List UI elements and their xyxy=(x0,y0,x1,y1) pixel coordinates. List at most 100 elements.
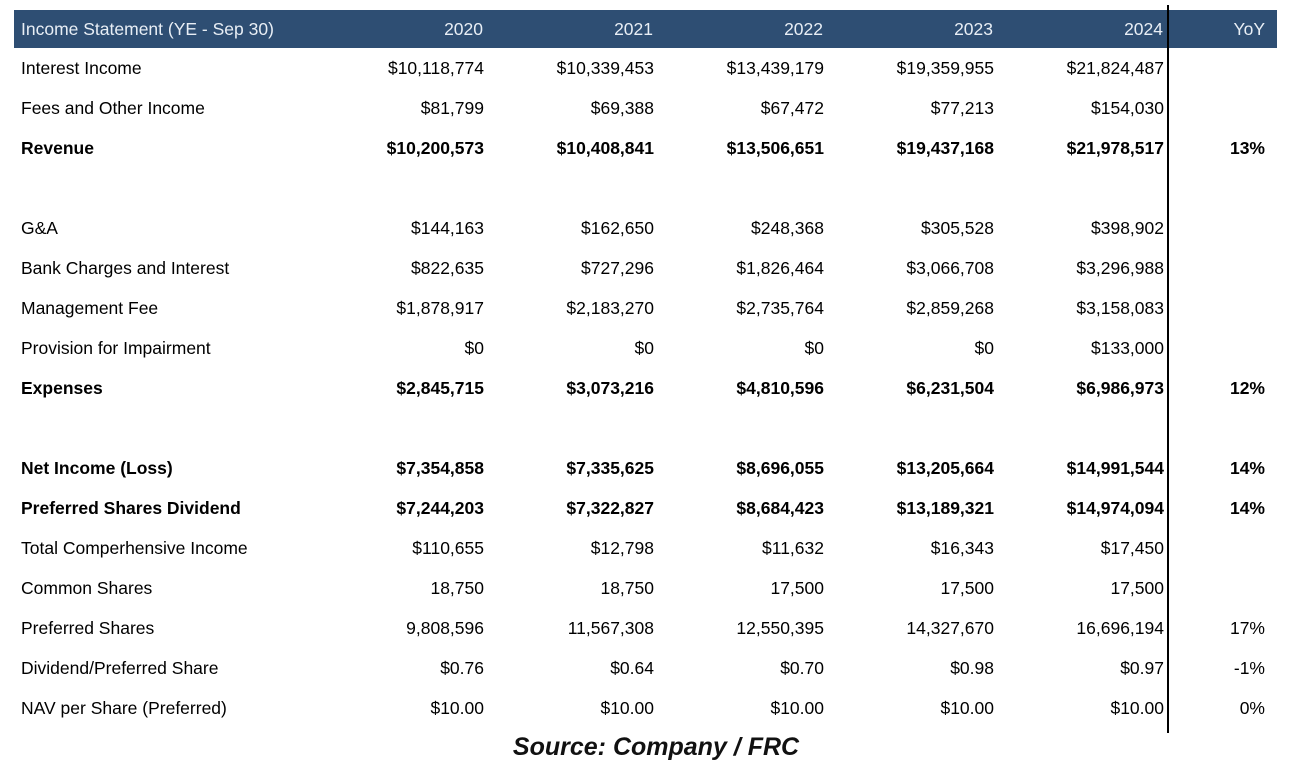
table-row: Interest Income $10,118,774 $10,339,453 $13… xyxy=(14,48,1277,88)
row-label: Interest Income xyxy=(21,57,142,78)
table-row: Fees and Other Income $81,799 $69,388 $67,4… xyxy=(14,88,1277,128)
yoy-value xyxy=(1164,288,1277,328)
year-value: $21,978,517 xyxy=(1066,137,1164,158)
table-row: NAV per Share (Preferred) $10.00 $10.00 $10… xyxy=(14,688,1277,728)
year-value: 16,696,194 xyxy=(1076,617,1164,638)
year-value: $110,655 xyxy=(412,537,484,558)
year-value: $7,354,858 xyxy=(396,457,484,478)
table-row: Preferred Shares 9,808,596 11,567,308 12,55… xyxy=(14,608,1277,648)
column-header-yoy: YoY xyxy=(1233,18,1265,39)
yoy-value: 14% xyxy=(1229,457,1265,478)
year-value: $67,472 xyxy=(760,97,824,118)
year-value: $77,213 xyxy=(930,97,994,118)
row-label: Revenue xyxy=(21,137,94,158)
year-value: $81,799 xyxy=(420,97,484,118)
year-value: $7,244,203 xyxy=(396,497,484,518)
table-header-row: Income Statement (YE - Sep 30) 2020 2021… xyxy=(14,10,1277,48)
year-value: $162,650 xyxy=(581,217,654,238)
yoy-value: 14% xyxy=(1229,497,1265,518)
year-value: 18,750 xyxy=(430,577,484,598)
year-value: $10.00 xyxy=(430,697,484,718)
income-statement-table: Income Statement (YE - Sep 30) 2020 2021… xyxy=(14,10,1277,728)
year-value: 17,500 xyxy=(1110,577,1164,598)
year-value: $248,368 xyxy=(751,217,824,238)
year-value: 9,808,596 xyxy=(406,617,484,638)
year-value: $10,118,774 xyxy=(387,57,484,78)
year-value: $0 xyxy=(974,337,994,358)
year-value: $2,845,715 xyxy=(396,377,484,398)
year-value: $7,322,827 xyxy=(566,497,654,518)
column-header-2021: 2021 xyxy=(614,18,653,39)
year-value: $10,408,841 xyxy=(556,137,654,158)
year-value: $0 xyxy=(464,337,484,358)
year-value: $10.00 xyxy=(940,697,994,718)
table-row: Dividend/Preferred Share $0.76 $0.64 $0.70 $… xyxy=(14,648,1277,688)
year-value: $0 xyxy=(804,337,824,358)
table-row: Bank Charges and Interest $822,635 $727,29… xyxy=(14,248,1277,288)
year-value: $144,163 xyxy=(411,217,484,238)
yoy-value xyxy=(1164,568,1277,608)
year-value: $822,635 xyxy=(411,257,484,278)
year-value: $398,902 xyxy=(1091,217,1164,238)
yoy-value xyxy=(1164,48,1277,88)
year-value: $305,528 xyxy=(921,217,994,238)
year-value: $10,200,573 xyxy=(386,137,484,158)
year-value: $8,696,055 xyxy=(736,457,824,478)
year-value: $2,859,268 xyxy=(906,297,994,318)
column-divider-line xyxy=(1167,5,1169,733)
year-value: $19,359,955 xyxy=(896,57,994,78)
year-value: 14,327,670 xyxy=(906,617,994,638)
row-label: Total Comperhensive Income xyxy=(21,537,248,558)
year-value: $13,439,179 xyxy=(726,57,824,78)
year-value: $19,437,168 xyxy=(896,137,994,158)
year-value: $0.97 xyxy=(1120,657,1164,678)
yoy-value xyxy=(1164,208,1277,248)
year-value: $13,189,321 xyxy=(896,497,994,518)
table-row: Provision for Impairment $0 $0 $0 $0 $133,000 xyxy=(14,328,1277,368)
year-value: 17,500 xyxy=(940,577,994,598)
year-value: $7,335,625 xyxy=(566,457,654,478)
row-label: Preferred Shares Dividend xyxy=(21,497,241,518)
column-header-2024: 2024 xyxy=(1124,18,1163,39)
table-row: Preferred Shares Dividend $7,244,203 $7,32… xyxy=(14,488,1277,528)
table-row: Revenue $10,200,573 $10,408,841 $13,506,651… xyxy=(14,128,1277,168)
yoy-value xyxy=(1164,528,1277,568)
year-value: $727,296 xyxy=(581,257,654,278)
table-body: Interest Income $10,118,774 $10,339,453 $13… xyxy=(14,48,1277,728)
row-label: Common Shares xyxy=(21,577,153,598)
year-value: $14,991,544 xyxy=(1066,457,1164,478)
year-value: $21,824,487 xyxy=(1066,57,1164,78)
year-value: $0.70 xyxy=(780,657,824,678)
year-value: $2,735,764 xyxy=(736,297,824,318)
table-row: Management Fee $1,878,917 $2,183,270 $2,735… xyxy=(14,288,1277,328)
row-label: Provision for Impairment xyxy=(21,337,211,358)
year-value: $4,810,596 xyxy=(736,377,824,398)
yoy-value: 0% xyxy=(1239,697,1265,718)
year-value: $69,388 xyxy=(590,97,654,118)
row-label: NAV per Share (Preferred) xyxy=(21,697,227,718)
year-value: $1,826,464 xyxy=(736,257,824,278)
year-value: $3,158,083 xyxy=(1076,297,1164,318)
column-header-2022: 2022 xyxy=(784,18,823,39)
year-value: $0.76 xyxy=(440,657,484,678)
year-value: $13,506,651 xyxy=(726,137,824,158)
year-value: $154,030 xyxy=(1091,97,1164,118)
year-value: $10.00 xyxy=(600,697,654,718)
table-row: G&A $144,163 $162,650 $248,368 $305,528 $398,… xyxy=(14,208,1277,248)
year-value: 11,567,308 xyxy=(567,617,654,638)
year-value: $6,986,973 xyxy=(1076,377,1164,398)
year-value: $13,205,664 xyxy=(896,457,994,478)
year-value: $16,343 xyxy=(930,537,994,558)
row-label: Fees and Other Income xyxy=(21,97,205,118)
year-value: $3,066,708 xyxy=(906,257,994,278)
row-label: G&A xyxy=(21,217,58,238)
column-header-2020: 2020 xyxy=(444,18,483,39)
column-header-2023: 2023 xyxy=(954,18,993,39)
yoy-value: 13% xyxy=(1229,137,1265,158)
year-value: $133,000 xyxy=(1091,337,1164,358)
row-label: Bank Charges and Interest xyxy=(21,257,230,278)
year-value: $11,632 xyxy=(762,537,824,558)
year-value: $3,296,988 xyxy=(1076,257,1164,278)
year-value: $0.64 xyxy=(610,657,654,678)
year-value: $10.00 xyxy=(770,697,824,718)
